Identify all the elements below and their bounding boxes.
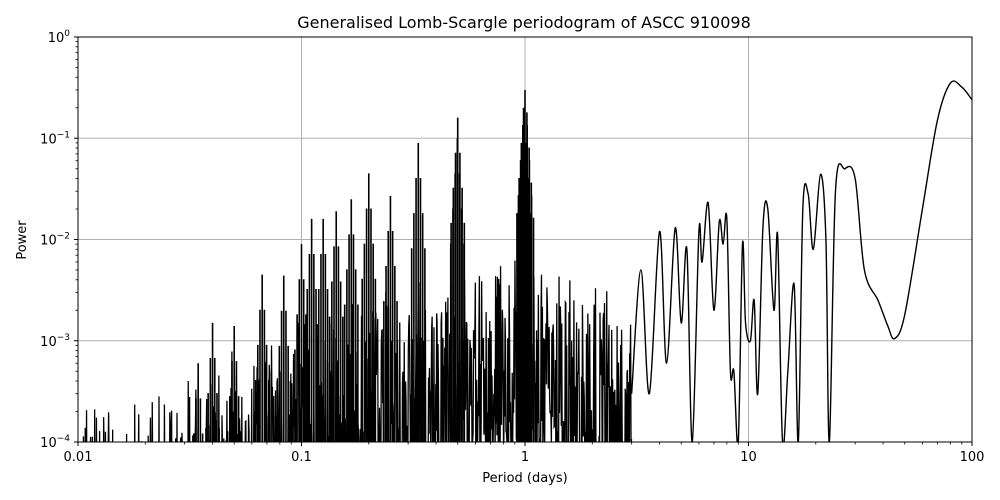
y-tick-label: 10−1 — [40, 130, 70, 147]
periodogram-long-period-curve — [630, 80, 972, 442]
x-tick-label: 0.01 — [64, 450, 93, 465]
y-axis: 10−4 10−3 10−2 10−1 100 — [40, 29, 78, 451]
chart-title: Generalised Lomb-Scargle periodogram of … — [297, 13, 751, 32]
periodogram-alias-peaks — [190, 89, 535, 442]
x-tick-label: 100 — [960, 450, 985, 465]
x-tick-label: 1 — [521, 450, 529, 465]
y-tick-label: 100 — [48, 29, 71, 46]
periodogram-noise-region — [82, 260, 633, 442]
x-axis: 0.01 0.1 1 10 100 — [64, 442, 985, 465]
y-tick-label: 10−2 — [40, 232, 70, 249]
y-tick-label: 10−4 — [40, 434, 70, 451]
x-tick-label: 10 — [740, 450, 757, 465]
x-axis-label: Period (days) — [482, 471, 568, 486]
x-tick-label: 0.1 — [291, 450, 312, 465]
y-tick-label: 10−3 — [40, 333, 70, 350]
y-axis-label: Power — [15, 220, 30, 260]
